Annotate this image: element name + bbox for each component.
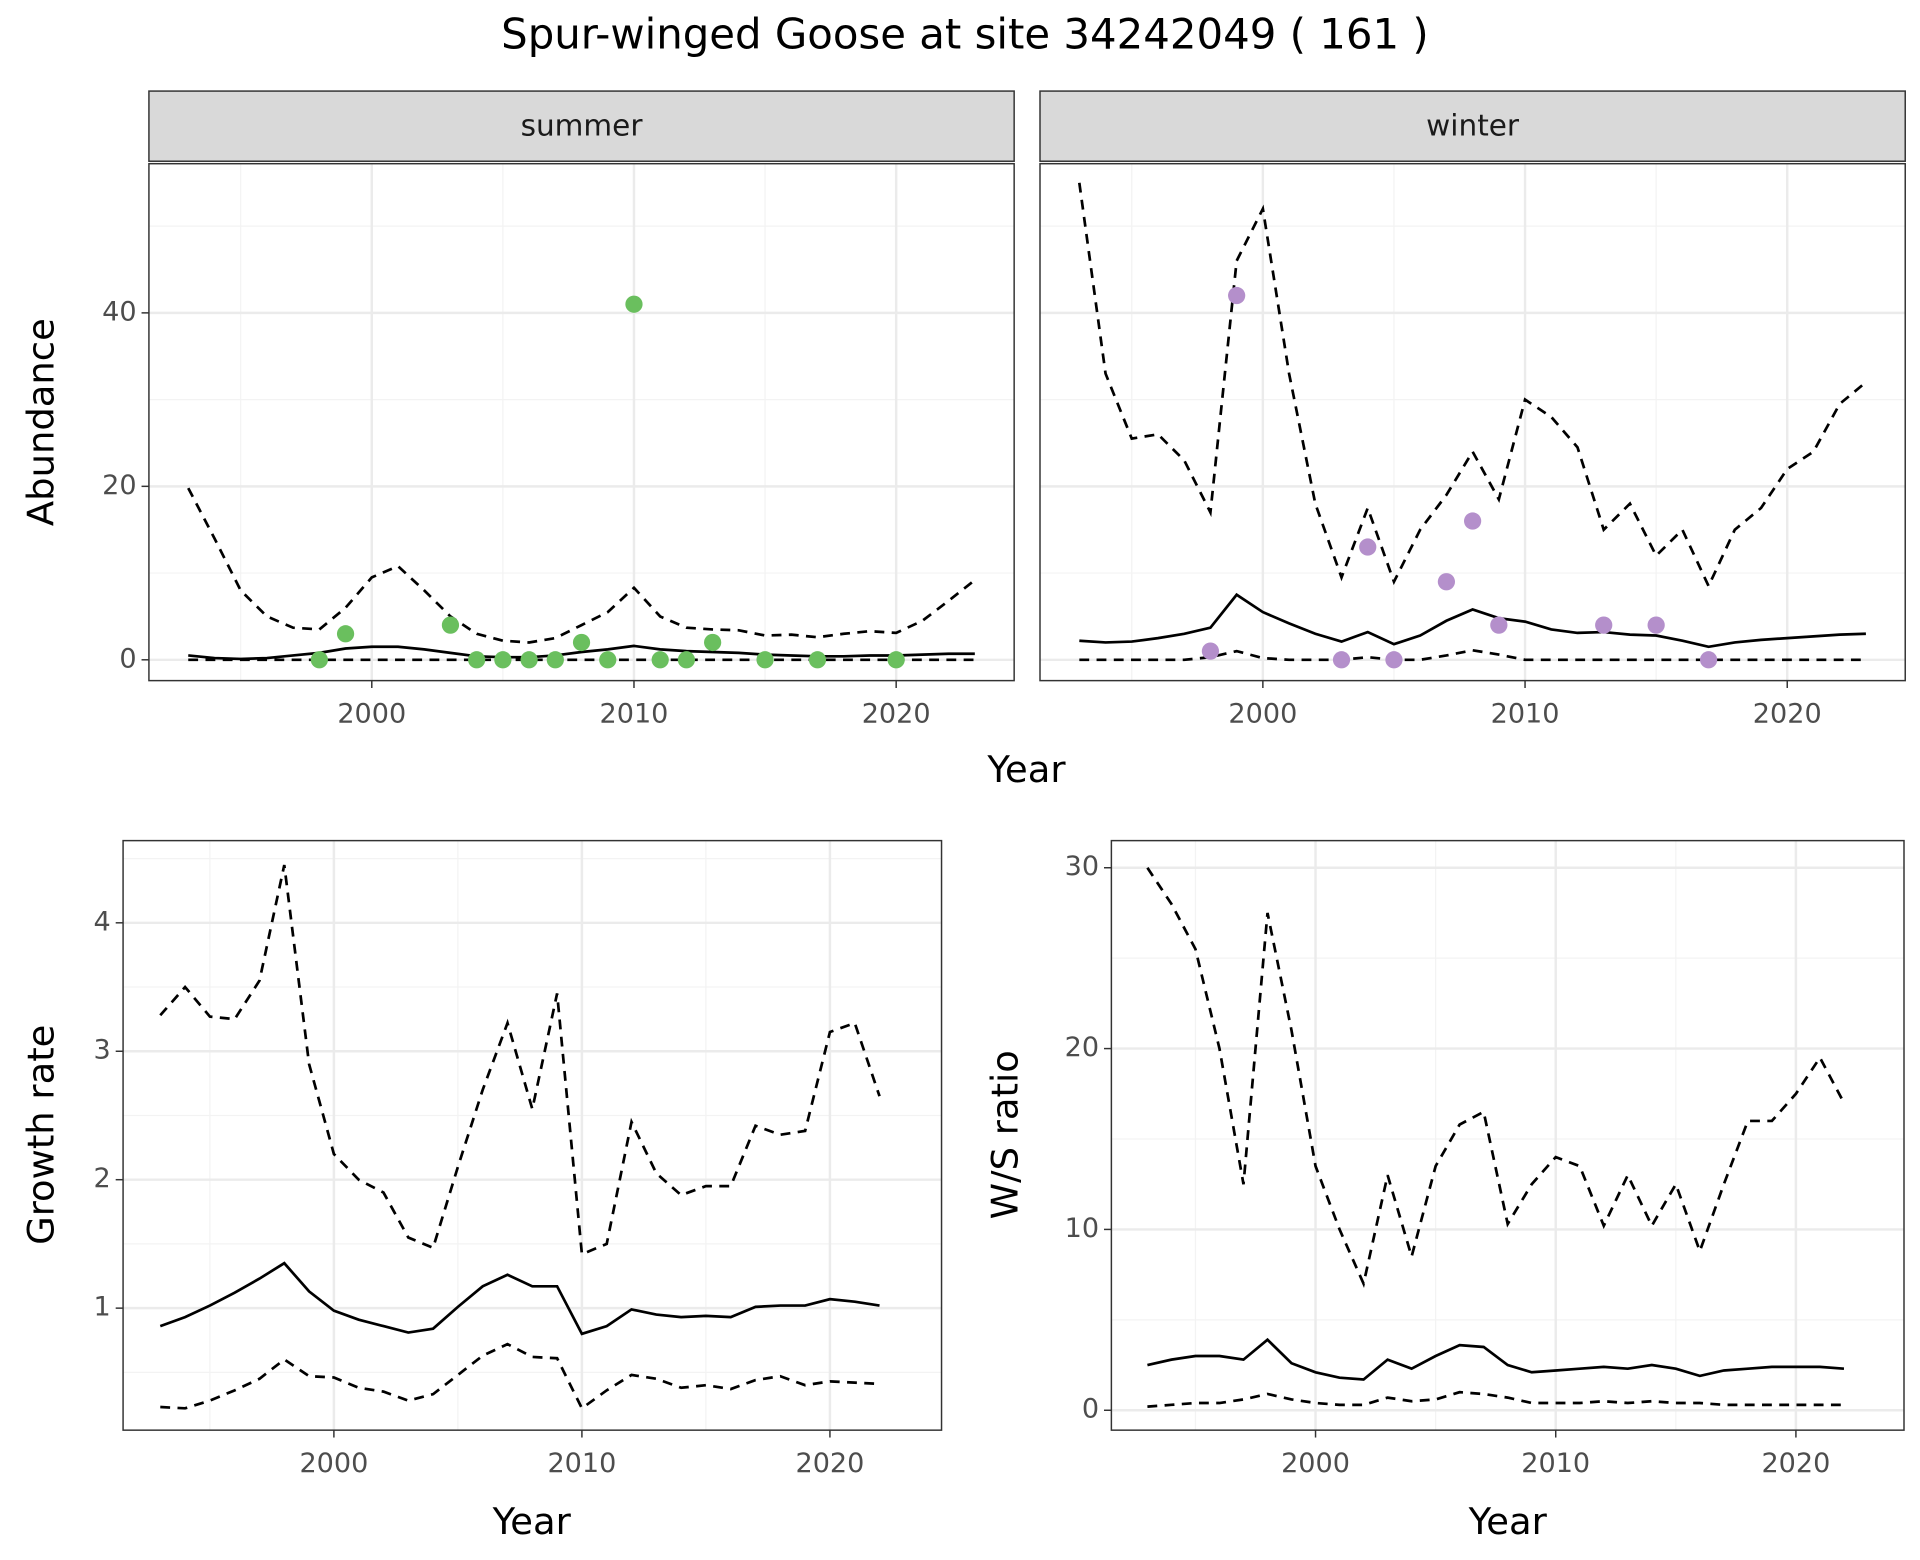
mean-line <box>159 1261 880 1336</box>
interval-line <box>1147 1390 1844 1408</box>
y-axis-title: W/S ratio <box>983 1050 1026 1219</box>
observation-point <box>310 651 328 669</box>
observation-point <box>1359 538 1377 556</box>
mean-line <box>1079 592 1866 649</box>
y-axis-title: Growth rate <box>20 1025 63 1245</box>
y-tick-label: 3 <box>94 1035 111 1066</box>
interval-line <box>1077 182 1867 590</box>
x-axis-title: Year <box>1468 1500 1548 1543</box>
x-tick-label: 2020 <box>862 699 931 730</box>
y-tick-label: 10 <box>1065 1213 1099 1244</box>
observation-point <box>441 616 460 634</box>
observation-point <box>1490 616 1508 634</box>
observation-point <box>336 625 355 643</box>
observation-point <box>1228 286 1246 305</box>
figure-title: Spur-winged Goose at site 34242049 ( 161… <box>501 9 1429 58</box>
observation-point <box>704 633 722 652</box>
observation-point <box>1437 573 1456 591</box>
x-tick-label: 2000 <box>1281 1448 1350 1479</box>
x-tick-label: 2010 <box>547 1448 616 1479</box>
facet-label: summer <box>521 108 644 142</box>
observation-point <box>1201 642 1220 660</box>
observation-point <box>1595 616 1613 634</box>
x-tick-label: 2000 <box>337 699 406 730</box>
observation-point <box>651 651 669 669</box>
y-tick-label: 40 <box>102 296 136 327</box>
x-axis-title: Year <box>986 748 1066 791</box>
panel-border <box>148 162 1015 682</box>
x-tick-label: 2010 <box>1491 699 1560 730</box>
x-tick-label: 2020 <box>795 1448 864 1479</box>
observation-point <box>1699 651 1718 669</box>
interval-line <box>1146 866 1846 1288</box>
observation-point <box>494 651 512 669</box>
observation-point <box>808 651 827 669</box>
y-tick-label: 1 <box>94 1292 111 1323</box>
facet-strip <box>1039 90 1906 162</box>
observation-point <box>625 295 643 313</box>
interval-line <box>187 487 976 644</box>
y-tick-label: 20 <box>102 470 136 501</box>
panel-background <box>1111 840 1904 1431</box>
observation-point <box>887 651 905 669</box>
observation-point <box>572 633 591 652</box>
panel-background <box>123 840 942 1431</box>
panel-background <box>1040 163 1906 681</box>
panel-border <box>1039 162 1906 682</box>
observation-point <box>546 651 564 669</box>
observation-point <box>1385 651 1403 669</box>
x-tick-label: 2020 <box>1761 1448 1830 1479</box>
y-tick-label: 30 <box>1065 851 1099 882</box>
y-tick-label: 0 <box>1082 1394 1099 1425</box>
x-tick-label: 2020 <box>1753 699 1822 730</box>
observation-point <box>599 651 617 669</box>
y-tick-label: 4 <box>94 906 111 937</box>
observation-point <box>1332 651 1351 669</box>
observation-point <box>1647 616 1665 634</box>
y-tick-label: 0 <box>119 643 136 674</box>
y-tick-label: 20 <box>1065 1032 1099 1063</box>
facet-strip <box>148 90 1015 162</box>
panel-border <box>122 839 943 1431</box>
observation-point <box>520 651 538 669</box>
facet-label: winter <box>1426 108 1520 142</box>
interval-line <box>160 1342 880 1411</box>
interval-line <box>1079 648 1866 662</box>
y-axis-title: Abundance <box>20 318 63 526</box>
x-tick-label: 2010 <box>600 699 669 730</box>
x-tick-label: 2010 <box>1521 1448 1590 1479</box>
mean-line <box>1147 1337 1845 1381</box>
observation-point <box>1464 512 1482 530</box>
panel-border <box>1110 839 1905 1431</box>
interval-line <box>159 864 881 1257</box>
observation-point <box>756 651 774 669</box>
panel-background <box>148 163 1015 681</box>
x-axis-title: Year <box>492 1500 572 1543</box>
x-tick-label: 2000 <box>1228 699 1297 730</box>
x-tick-label: 2000 <box>299 1448 368 1479</box>
observation-point <box>677 651 696 669</box>
observation-point <box>468 651 486 669</box>
y-tick-label: 2 <box>94 1163 111 1194</box>
